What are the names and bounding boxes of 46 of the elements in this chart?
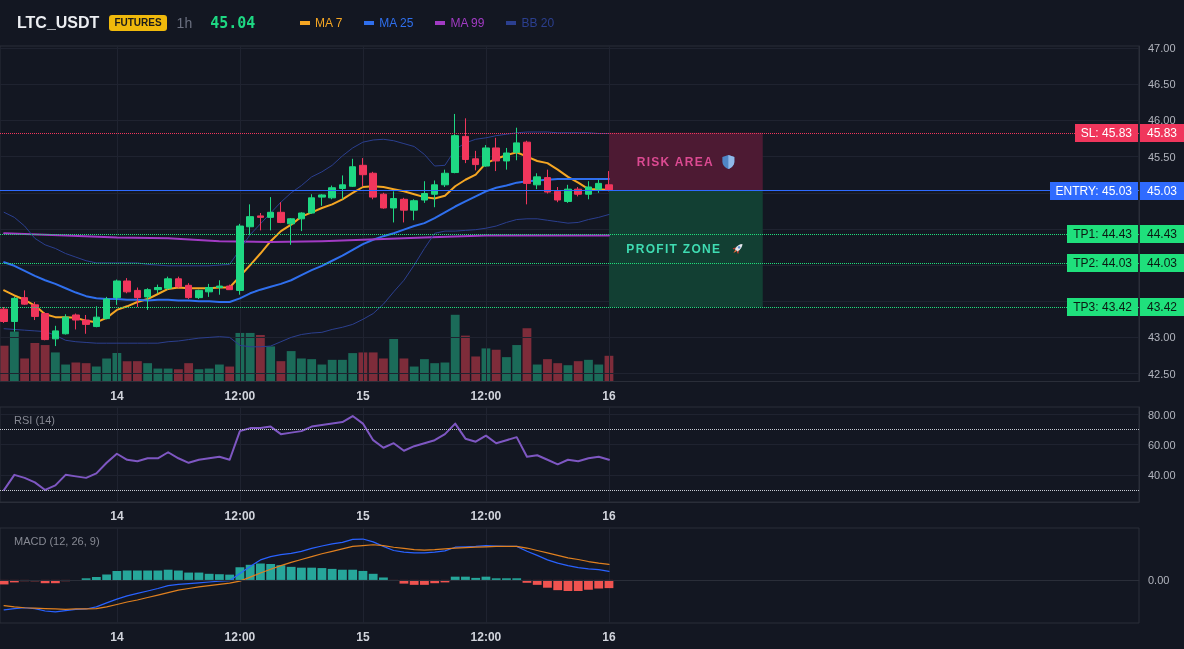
- text: BB 20: [506, 16, 555, 30]
- x-tick-label: 16: [602, 630, 616, 644]
- text: FUTURES: [109, 15, 167, 31]
- annotation: 44.03: [1140, 253, 1184, 272]
- y-tick-label: 46.50: [1148, 78, 1176, 91]
- y-tick-label: 42.50: [1148, 367, 1176, 380]
- y-tick-label: 43.00: [1148, 331, 1176, 344]
- annotation: 45.03: [1140, 181, 1184, 200]
- x-tick-label: 12:00: [224, 388, 256, 403]
- x-tick-label: 16: [602, 509, 616, 523]
- x-tick-label: 12:00: [224, 509, 256, 523]
- x-tick-label: 15: [356, 388, 370, 403]
- chart-title: LTC_USDT: [17, 14, 100, 32]
- ref-line-label: SL: 45.83: [1074, 123, 1138, 142]
- ref-line-label: TP1: 44.43: [1067, 224, 1138, 243]
- y-tick-label: 60.00: [1148, 438, 1176, 451]
- x-tick-label: 15: [356, 630, 370, 644]
- annotation: 43.42: [1140, 298, 1184, 317]
- ref-line-label: TP3: 43.42: [1067, 298, 1138, 317]
- y-tick-label: 47.00: [1148, 42, 1176, 55]
- y-tick-label: 80.00: [1148, 408, 1176, 421]
- ref-line-label: 0.00: [1148, 572, 1170, 587]
- ref-line-label: TP2: 44.03: [1067, 253, 1138, 272]
- text: 45.04: [210, 14, 256, 32]
- x-tick-label: 14: [110, 388, 124, 403]
- x-tick-label: 14: [110, 630, 124, 644]
- x-tick-label: 14: [110, 509, 124, 523]
- text: 1h: [176, 15, 193, 31]
- x-tick-label: 12:00: [224, 630, 256, 644]
- band-label: PROFIT ZONE: [626, 241, 722, 256]
- chart-title: MACD (12, 26, 9): [14, 535, 100, 547]
- x-tick-label: 15: [356, 509, 370, 523]
- legend-label: MA 7: [300, 16, 343, 30]
- legend-label: MA 25: [364, 16, 414, 30]
- x-tick-label: 12:00: [470, 509, 502, 523]
- annotation: 44.43: [1140, 224, 1184, 243]
- annotation: 45.83: [1140, 123, 1184, 142]
- text: RSI (14): [14, 414, 55, 426]
- y-tick-label: 45.50: [1148, 150, 1176, 163]
- legend-label: MA 99: [435, 16, 485, 30]
- x-tick-label: 12:00: [470, 630, 502, 644]
- y-tick-label: 40.00: [1148, 468, 1176, 481]
- x-tick-label: 12:00: [470, 388, 502, 403]
- ref-line-label: ENTRY: 45.03: [1049, 181, 1138, 200]
- x-tick-label: 16: [602, 388, 616, 403]
- band-label: RISK AREA: [636, 154, 714, 169]
